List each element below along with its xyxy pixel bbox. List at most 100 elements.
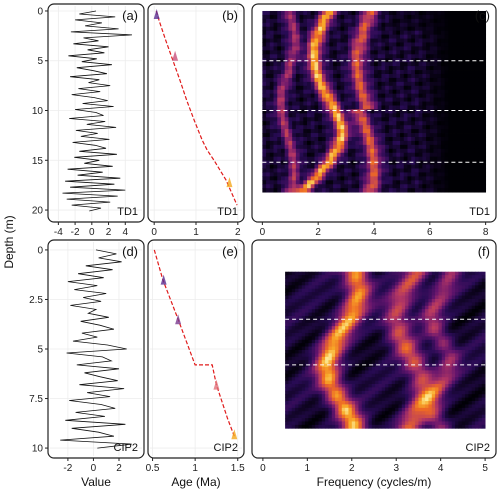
heatmap-cell [392, 152, 397, 158]
heatmap-cell [465, 390, 469, 395]
heatmap-cell [474, 42, 479, 47]
heatmap-cell [280, 42, 286, 47]
heatmap-cell [421, 326, 426, 330]
heatmap-cell [378, 285, 383, 290]
heatmap-cell [388, 184, 393, 189]
heatmap-cell [481, 370, 486, 375]
heatmap-cell [355, 117, 360, 122]
heatmap-cell [340, 18, 345, 24]
heatmap-cell [448, 275, 453, 279]
heatmap-cell [400, 164, 405, 169]
heatmap-cell [448, 46, 453, 51]
heatmap-cell [344, 180, 349, 185]
heatmap-cell [285, 360, 289, 364]
heatmap-cell [284, 152, 289, 158]
heatmap-cell [414, 30, 420, 36]
heatmap-cell [431, 367, 436, 371]
heatmap-cell [295, 137, 300, 142]
heatmap-cell [455, 384, 459, 388]
heatmap-cell [314, 54, 319, 59]
heatmap-cell [266, 30, 271, 36]
heatmap-cell [405, 380, 409, 385]
heatmap-cell [428, 281, 433, 286]
heatmap-cell [365, 380, 369, 385]
heatmap-cell [329, 184, 334, 189]
heatmap-cell [408, 295, 413, 300]
heatmap-cell [458, 370, 463, 375]
heatmap-cell [311, 285, 316, 290]
heatmap-cell [435, 384, 439, 388]
heatmap-cell [277, 152, 282, 158]
heatmap-cell [336, 62, 341, 67]
heatmap-cell [285, 387, 289, 392]
heatmap-cell [468, 353, 473, 358]
heatmap-cell [377, 54, 382, 59]
heatmap-cell [388, 302, 393, 307]
heatmap-cell [368, 319, 373, 324]
heatmap-cell [438, 271, 443, 276]
heatmap-cell [398, 315, 403, 320]
heatmap-cell [351, 66, 356, 71]
heatmap-cell [366, 140, 371, 146]
heatmap-cell [341, 387, 346, 392]
heatmap-cell [428, 295, 433, 300]
heatmap-cell [433, 160, 438, 165]
heatmap-cell [331, 278, 336, 283]
heatmap-cell [351, 326, 356, 330]
heatmap-cell [344, 58, 349, 63]
heatmap-cell [262, 172, 267, 177]
heatmap-cell [440, 144, 446, 150]
heatmap-cell [435, 281, 439, 286]
heatmap-cell [437, 144, 442, 150]
heatmap-cell [438, 339, 443, 344]
heatmap-cell [299, 70, 304, 75]
heatmap-cell [295, 176, 300, 181]
heatmap-cell [448, 326, 453, 330]
heatmap-cell [437, 46, 442, 51]
heatmap-cell [314, 152, 319, 158]
heatmap-cell [288, 105, 293, 110]
heatmap-cell [288, 73, 293, 79]
heatmap-cell [325, 105, 330, 110]
heatmap-cell [371, 281, 376, 286]
heatmap-cell [475, 390, 479, 395]
heatmap-cell [396, 133, 401, 138]
heatmap-cell [407, 14, 412, 20]
heatmap-cell [370, 42, 375, 47]
heatmap-cell [308, 336, 313, 341]
heatmap-cell [444, 148, 449, 154]
heatmap-cell [426, 129, 431, 134]
heatmap-cell [452, 113, 457, 118]
heatmap-cell [451, 387, 456, 392]
heatmap-cell [481, 152, 487, 158]
heatmap-cell [325, 42, 330, 47]
heatmap-cell [452, 46, 457, 51]
heatmap-cell [280, 97, 286, 102]
heatmap-cell [288, 305, 293, 310]
heatmap-cell [433, 93, 438, 99]
heatmap-cell [438, 281, 443, 286]
heatmap-cell [359, 66, 364, 71]
heatmap-cell [347, 34, 353, 39]
heatmap-cell [471, 349, 476, 354]
heatmap-cell [351, 343, 356, 347]
heatmap-cell [458, 367, 463, 371]
heatmap-cell [444, 133, 449, 138]
heatmap-cell [361, 387, 366, 392]
heatmap-cell [331, 346, 336, 351]
heatmap-cell [347, 22, 353, 28]
heatmap-cell [328, 349, 333, 354]
heatmap-cell [345, 295, 349, 300]
heatmap-cell [405, 353, 409, 358]
heatmap-cell [333, 113, 338, 118]
heatmap-cell [385, 380, 389, 385]
heatmap-cell [284, 109, 289, 114]
heatmap-cell [366, 77, 371, 83]
heatmap-cell [418, 62, 423, 67]
heatmap-cell [444, 113, 449, 118]
heatmap-cell [428, 285, 433, 290]
heatmap-cell [431, 326, 436, 330]
heatmap-cell [310, 26, 315, 32]
heatmap-cell [395, 295, 399, 300]
heatmap-cell [408, 390, 413, 395]
